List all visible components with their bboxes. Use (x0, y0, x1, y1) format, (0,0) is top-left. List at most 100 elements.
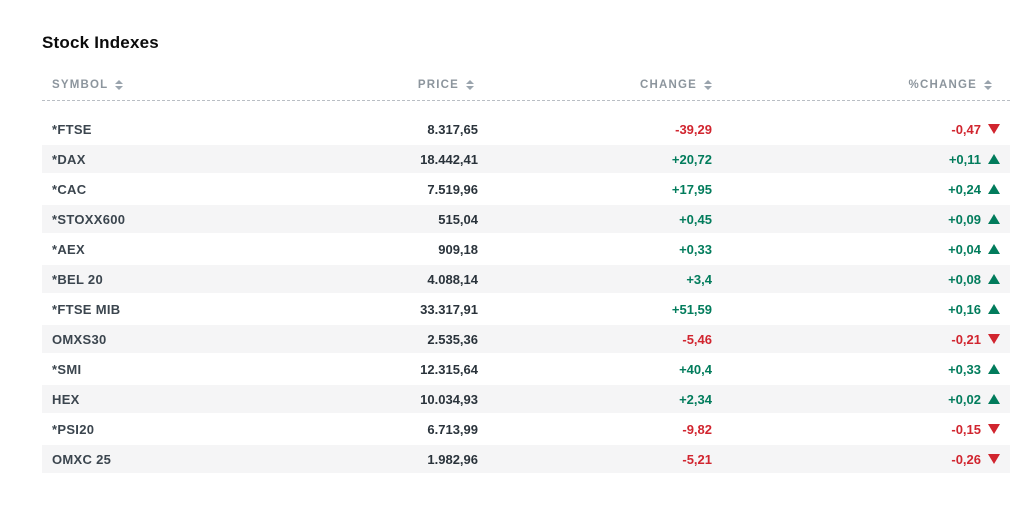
pct-change-cell: +0,04 (712, 242, 1010, 257)
pct-value: -0,47 (951, 121, 981, 137)
column-header-symbol[interactable]: SYMBOL (42, 79, 282, 91)
table-row[interactable]: *FTSE MIB 33.317,91 +51,59 +0,16 (42, 294, 1010, 324)
stock-indexes-panel: Stock Indexes SYMBOL PRICE CHANGE %CHANG… (42, 33, 1010, 474)
symbol-cell[interactable]: *STOXX600 (52, 211, 126, 227)
up-arrow-icon (988, 244, 1000, 254)
change-cell: +40,4 (679, 361, 712, 377)
price-cell: 10.034,93 (420, 391, 478, 407)
price-cell: 515,04 (438, 211, 478, 227)
up-arrow-icon (988, 184, 1000, 194)
stock-indexes-table: SYMBOL PRICE CHANGE %CHANGE *FTSE 8.317,… (42, 77, 1010, 474)
pct-value: +0,04 (948, 241, 981, 257)
up-arrow-icon (988, 364, 1000, 374)
symbol-cell[interactable]: HEX (52, 391, 80, 407)
up-arrow-icon (988, 274, 1000, 284)
change-cell: +20,72 (671, 151, 712, 167)
pct-change-cell: +0,09 (712, 212, 1010, 227)
up-arrow-icon (988, 394, 1000, 404)
change-cell: +3,4 (686, 271, 712, 287)
price-cell: 6.713,99 (427, 421, 478, 437)
symbol-cell[interactable]: *PSI20 (52, 421, 95, 437)
table-row[interactable]: *FTSE 8.317,65 -39,29 -0,47 (42, 114, 1010, 144)
pct-value: +0,11 (948, 151, 981, 167)
table-row[interactable]: OMXC 25 1.982,96 -5,21 -0,26 (42, 444, 1010, 474)
pct-value: +0,24 (948, 181, 981, 197)
up-arrow-icon (988, 304, 1000, 314)
change-cell: -9,82 (682, 421, 712, 437)
table-row[interactable]: *DAX 18.442,41 +20,72 +0,11 (42, 144, 1010, 174)
pct-value: +0,09 (948, 211, 981, 227)
down-arrow-icon (988, 334, 1000, 344)
column-header-change[interactable]: CHANGE (478, 79, 712, 91)
table-row[interactable]: *STOXX600 515,04 +0,45 +0,09 (42, 204, 1010, 234)
price-cell: 1.982,96 (427, 451, 478, 467)
column-header-label: CHANGE (639, 78, 697, 91)
sort-icon[interactable] (466, 79, 474, 90)
sort-icon[interactable] (115, 79, 124, 90)
down-arrow-icon (988, 454, 1000, 464)
price-cell: 2.535,36 (427, 331, 478, 347)
column-header-pct-change[interactable]: %CHANGE (712, 79, 1010, 91)
change-cell: -39,29 (675, 121, 712, 137)
price-cell: 33.317,91 (420, 301, 478, 317)
symbol-cell[interactable]: OMXS30 (52, 331, 107, 347)
pct-change-cell: +0,11 (712, 152, 1010, 167)
symbol-cell[interactable]: *CAC (52, 181, 87, 197)
pct-change-cell: +0,33 (712, 362, 1010, 377)
table-row[interactable]: *SMI 12.315,64 +40,4 +0,33 (42, 354, 1010, 384)
table-body: *FTSE 8.317,65 -39,29 -0,47 *DAX 18.442,… (42, 114, 1010, 474)
column-header-label: %CHANGE (908, 78, 977, 91)
symbol-cell[interactable]: *BEL 20 (52, 271, 103, 287)
pct-value: +0,02 (948, 391, 981, 407)
sort-icon[interactable] (984, 79, 992, 90)
sort-icon[interactable] (704, 79, 712, 90)
pct-value: +0,33 (948, 361, 981, 377)
price-cell: 4.088,14 (427, 271, 478, 287)
table-row[interactable]: HEX 10.034,93 +2,34 +0,02 (42, 384, 1010, 414)
symbol-cell[interactable]: OMXC 25 (52, 451, 112, 467)
pct-change-cell: +0,02 (712, 392, 1010, 407)
column-header-label: PRICE (417, 78, 459, 91)
pct-change-cell: +0,08 (712, 272, 1010, 287)
change-cell: +51,59 (671, 301, 712, 317)
table-row[interactable]: OMXS30 2.535,36 -5,46 -0,21 (42, 324, 1010, 354)
price-cell: 909,18 (438, 241, 478, 257)
pct-change-cell: +0,16 (712, 302, 1010, 317)
table-row[interactable]: *CAC 7.519,96 +17,95 +0,24 (42, 174, 1010, 204)
symbol-cell[interactable]: *FTSE (52, 121, 92, 137)
down-arrow-icon (988, 424, 1000, 434)
up-arrow-icon (988, 154, 1000, 164)
symbol-cell[interactable]: *DAX (52, 151, 86, 167)
change-cell: -5,46 (682, 331, 712, 347)
down-arrow-icon (988, 124, 1000, 134)
price-cell: 8.317,65 (427, 121, 478, 137)
change-cell: -5,21 (682, 451, 712, 467)
symbol-cell[interactable]: *SMI (52, 361, 82, 377)
change-cell: +2,34 (679, 391, 712, 407)
symbol-cell[interactable]: *AEX (52, 241, 85, 257)
pct-value: -0,26 (951, 451, 981, 467)
change-cell: +0,33 (679, 241, 712, 257)
pct-change-cell: -0,15 (712, 422, 1010, 437)
column-header-price[interactable]: PRICE (282, 79, 478, 91)
pct-value: +0,08 (948, 271, 981, 287)
change-cell: +17,95 (671, 181, 712, 197)
pct-change-cell: -0,21 (712, 332, 1010, 347)
page-title: Stock Indexes (42, 33, 159, 52)
price-cell: 12.315,64 (420, 361, 478, 377)
price-cell: 7.519,96 (427, 181, 478, 197)
table-row[interactable]: *AEX 909,18 +0,33 +0,04 (42, 234, 1010, 264)
symbol-cell[interactable]: *FTSE MIB (52, 301, 121, 317)
pct-change-cell: -0,47 (712, 122, 1010, 137)
pct-change-cell: +0,24 (712, 182, 1010, 197)
pct-value: -0,21 (951, 331, 981, 347)
column-header-label: SYMBOL (52, 78, 109, 91)
table-header-row: SYMBOL PRICE CHANGE %CHANGE (42, 77, 1010, 101)
pct-value: -0,15 (951, 421, 981, 437)
price-cell: 18.442,41 (420, 151, 478, 167)
pct-change-cell: -0,26 (712, 452, 1010, 467)
table-row[interactable]: *BEL 20 4.088,14 +3,4 +0,08 (42, 264, 1010, 294)
change-cell: +0,45 (679, 211, 712, 227)
up-arrow-icon (988, 214, 1000, 224)
table-row[interactable]: *PSI20 6.713,99 -9,82 -0,15 (42, 414, 1010, 444)
